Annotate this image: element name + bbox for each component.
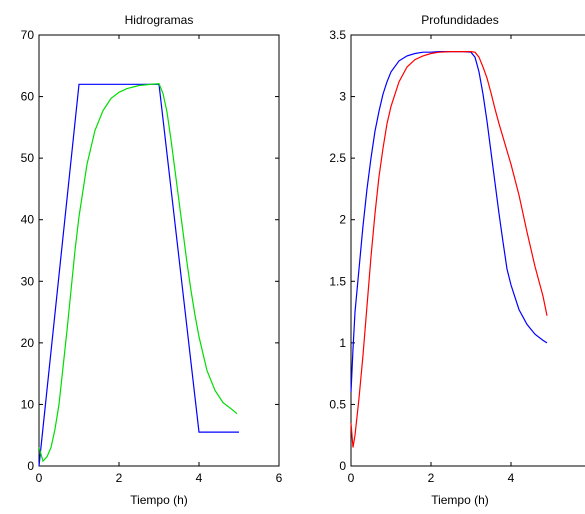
y-tick-label: 50 xyxy=(21,151,35,165)
x-tick-label: 6 xyxy=(276,471,283,485)
series-group-profundidades xyxy=(350,50,548,448)
axes-hidrogramas: 0 10 20 30 40 50 60 70 0 2 4 6 xyxy=(21,28,283,485)
series-line-2 xyxy=(38,82,238,463)
y-tick-label: 70 xyxy=(21,28,35,42)
x-axis-label-profundidades: Tiempo (h) xyxy=(431,493,489,507)
x-tick-label: 4 xyxy=(196,471,203,485)
y-tick-label: 1 xyxy=(339,336,346,350)
chart-title-hidrogramas: Hidrogramas xyxy=(125,13,194,27)
x-axis-label-hidrogramas: Tiempo (h) xyxy=(130,493,188,507)
y-tick-label: 30 xyxy=(21,274,35,288)
series-group-hidrogramas xyxy=(38,82,239,467)
series-line-2 xyxy=(350,50,548,448)
x-tick-label: 2 xyxy=(428,471,435,485)
plot-frame-profundidades xyxy=(350,34,585,467)
y-tick-label: 0 xyxy=(27,459,34,473)
y-tick-label: 2.5 xyxy=(329,151,346,165)
y-tick-label: 2 xyxy=(339,213,346,227)
y-tick-label: 0.5 xyxy=(329,397,346,411)
x-tick-label: 0 xyxy=(348,471,355,485)
x-tick-label: 2 xyxy=(116,471,123,485)
y-tick-label: 1.5 xyxy=(329,274,346,288)
x-tick-label: 0 xyxy=(36,471,43,485)
axes-profundidades: 00.511.522.533.50246 xyxy=(329,28,515,485)
y-tick-label: 3 xyxy=(339,90,346,104)
y-tick-label: 3.5 xyxy=(329,28,346,42)
y-tick-label: 10 xyxy=(21,397,35,411)
x-tick-label: 4 xyxy=(508,471,515,485)
panel-hidrogramas: Hidrogramas Tiempo (h) 0 10 20 30 40 50 60 70 0 2… xyxy=(21,13,283,507)
y-tick-label: 0 xyxy=(339,459,346,473)
y-tick-label: 60 xyxy=(21,90,35,104)
plot-frame-hidrogramas xyxy=(38,34,280,467)
y-tick-label: 40 xyxy=(21,213,35,227)
panel-profundidades: Profundidades Tiempo (h) 0 0.5 1 1.5 2 2.5 3 3.… xyxy=(329,13,585,507)
chart-title-profundidades: Profundidades xyxy=(421,13,498,27)
y-tick-label: 20 xyxy=(21,336,35,350)
